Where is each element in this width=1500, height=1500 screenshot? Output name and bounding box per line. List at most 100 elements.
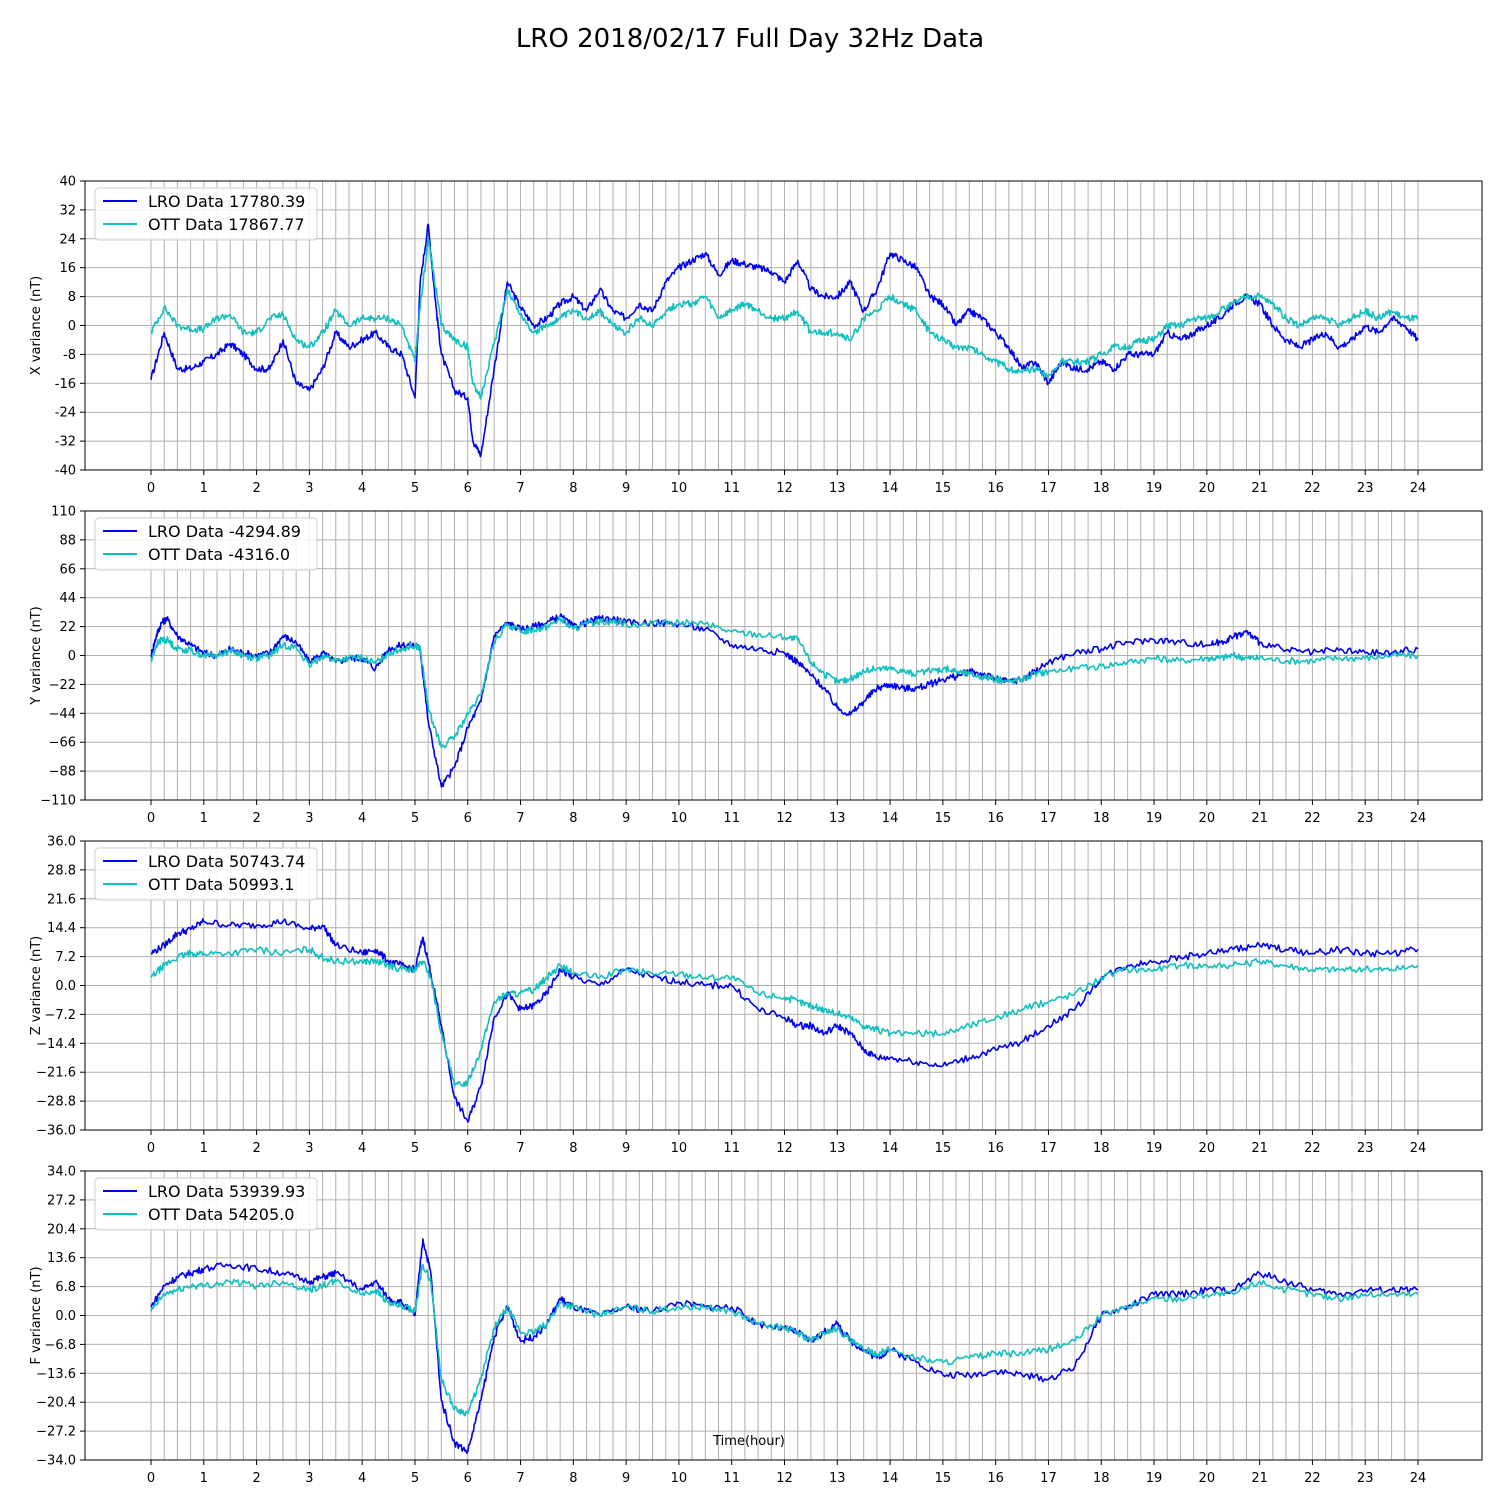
y-tick-label: 0.0 — [55, 1309, 76, 1324]
x-tick-label: 11 — [723, 1141, 740, 1156]
x-tick-label: 2 — [252, 1141, 260, 1156]
x-tick-label: 8 — [569, 811, 577, 826]
x-tick-label: 15 — [935, 481, 952, 496]
y-tick-label: -16 — [55, 377, 76, 392]
x-tick-label: 6 — [464, 1471, 472, 1486]
legend-label-lro: LRO Data 50743.74 — [148, 852, 305, 871]
x-tick-label: 21 — [1251, 811, 1268, 826]
y-tick-label: −34.0 — [36, 1454, 76, 1469]
y-tick-label: 20.4 — [47, 1222, 76, 1237]
x-tick-label: 3 — [305, 481, 313, 496]
y-tick-label: 21.6 — [47, 892, 76, 907]
y-tick-label: -32 — [55, 435, 76, 450]
y-tick-label: −88 — [49, 765, 76, 780]
y-tick-label: 7.2 — [55, 950, 76, 965]
y-tick-label: −36.0 — [36, 1124, 76, 1139]
x-tick-label: 14 — [882, 1471, 899, 1486]
x-tick-label: 23 — [1357, 1471, 1374, 1486]
x-tick-label: 20 — [1199, 1471, 1216, 1486]
y-tick-label: 14.4 — [47, 921, 76, 936]
y-axis-label: X variance (nT) — [29, 276, 44, 375]
legend-label-lro: LRO Data -4294.89 — [148, 522, 301, 541]
legend-label-ott: OTT Data -4316.0 — [148, 545, 290, 564]
x-tick-label: 9 — [622, 811, 630, 826]
x-tick-label: 4 — [358, 1471, 366, 1486]
chart-panel-1: 0 1 2 3 4 5 6 7 8 9 10 11 12 13 14 15 16 17 18 19 20 21 22 23 24… — [29, 175, 1483, 496]
x-tick-label: 5 — [411, 481, 419, 496]
y-tick-label: 24 — [59, 232, 76, 247]
y-tick-label: −28.8 — [36, 1095, 76, 1110]
x-tick-label: 2 — [252, 481, 260, 496]
x-tick-label: 11 — [723, 481, 740, 496]
y-tick-label: −27.2 — [36, 1425, 76, 1440]
x-tick-label: 12 — [776, 481, 793, 496]
y-tick-label: 32 — [59, 203, 76, 218]
x-tick-label: 22 — [1304, 1141, 1321, 1156]
y-tick-label: 66 — [59, 562, 76, 577]
y-tick-label: −6.8 — [44, 1338, 76, 1353]
x-tick-label: 23 — [1357, 1141, 1374, 1156]
series-line-lro — [150, 918, 1419, 1123]
chart-panel-2: 0 1 2 3 4 5 6 7 8 9 10 11 12 13 14 15 16 17 18 19 20 21 22 23 24… — [29, 505, 1483, 826]
x-tick-label: 14 — [882, 481, 899, 496]
series-line-ott — [150, 238, 1419, 400]
x-tick-label: 9 — [622, 1141, 630, 1156]
y-tick-label: 0.0 — [55, 979, 76, 994]
y-tick-label: -8 — [63, 348, 76, 363]
x-tick-label: 16 — [987, 481, 1004, 496]
x-tick-label: 12 — [776, 811, 793, 826]
x-tick-label: 9 — [622, 481, 630, 496]
x-tick-label: 10 — [671, 1471, 688, 1486]
legend-label-ott: OTT Data 54205.0 — [148, 1205, 294, 1224]
x-tick-label: 19 — [1146, 1471, 1163, 1486]
x-tick-label: 24 — [1410, 1141, 1427, 1156]
y-tick-label: −7.2 — [44, 1008, 76, 1023]
x-tick-label: 5 — [411, 811, 419, 826]
legend: LRO Data 53939.93 OTT Data 54205.0 — [94, 1177, 318, 1231]
x-tick-label: 13 — [829, 811, 846, 826]
x-tick-label: 3 — [305, 1141, 313, 1156]
x-tick-label: 10 — [671, 1141, 688, 1156]
y-tick-label: 44 — [59, 591, 76, 606]
legend: LRO Data 17780.39 OTT Data 17867.77 — [94, 187, 318, 241]
x-tick-label: 24 — [1410, 811, 1427, 826]
legend-box — [94, 517, 318, 571]
x-tick-label: 20 — [1199, 811, 1216, 826]
x-tick-label: 2 — [252, 1471, 260, 1486]
y-tick-label: 34.0 — [47, 1165, 76, 1180]
y-tick-label: 0 — [68, 649, 76, 664]
x-tick-label: 1 — [200, 1471, 208, 1486]
x-tick-label: 19 — [1146, 481, 1163, 496]
series-line-ott — [150, 1263, 1419, 1417]
x-tick-label: 16 — [987, 1141, 1004, 1156]
x-tick-label: 5 — [411, 1141, 419, 1156]
x-tick-label: 3 — [305, 811, 313, 826]
x-tick-label: 1 — [200, 811, 208, 826]
x-tick-label: 4 — [358, 481, 366, 496]
x-tick-label: 13 — [829, 481, 846, 496]
x-tick-label: 7 — [516, 811, 524, 826]
x-tick-label: 24 — [1410, 481, 1427, 496]
x-tick-label: 22 — [1304, 481, 1321, 496]
x-tick-label: 24 — [1410, 1471, 1427, 1486]
y-tick-label: 110 — [51, 505, 76, 520]
y-tick-label: −22 — [49, 678, 76, 693]
x-tick-label: 17 — [1040, 1471, 1057, 1486]
y-tick-label: −66 — [49, 736, 76, 751]
chart-panel-4: 0 1 2 3 4 5 6 7 8 9 10 11 12 13 14 15 16 17 18 19 20 21 22 23 24… — [29, 1165, 1483, 1486]
y-tick-label: -40 — [55, 464, 76, 479]
legend-box — [94, 847, 318, 901]
chart-title: LRO 2018/02/17 Full Day 32Hz Data — [515, 24, 985, 54]
x-tick-label: 11 — [723, 811, 740, 826]
y-tick-label: −21.6 — [36, 1066, 76, 1081]
x-tick-label: 6 — [464, 1141, 472, 1156]
y-tick-label: 36.0 — [47, 835, 76, 850]
x-tick-label: 1 — [200, 1141, 208, 1156]
series-line-ott — [150, 615, 1419, 749]
x-tick-label: 0 — [147, 1471, 155, 1486]
series-line-lro — [150, 223, 1419, 458]
x-tick-label: 7 — [516, 481, 524, 496]
legend-label-ott: OTT Data 50993.1 — [148, 875, 294, 894]
x-tick-label: 7 — [516, 1471, 524, 1486]
